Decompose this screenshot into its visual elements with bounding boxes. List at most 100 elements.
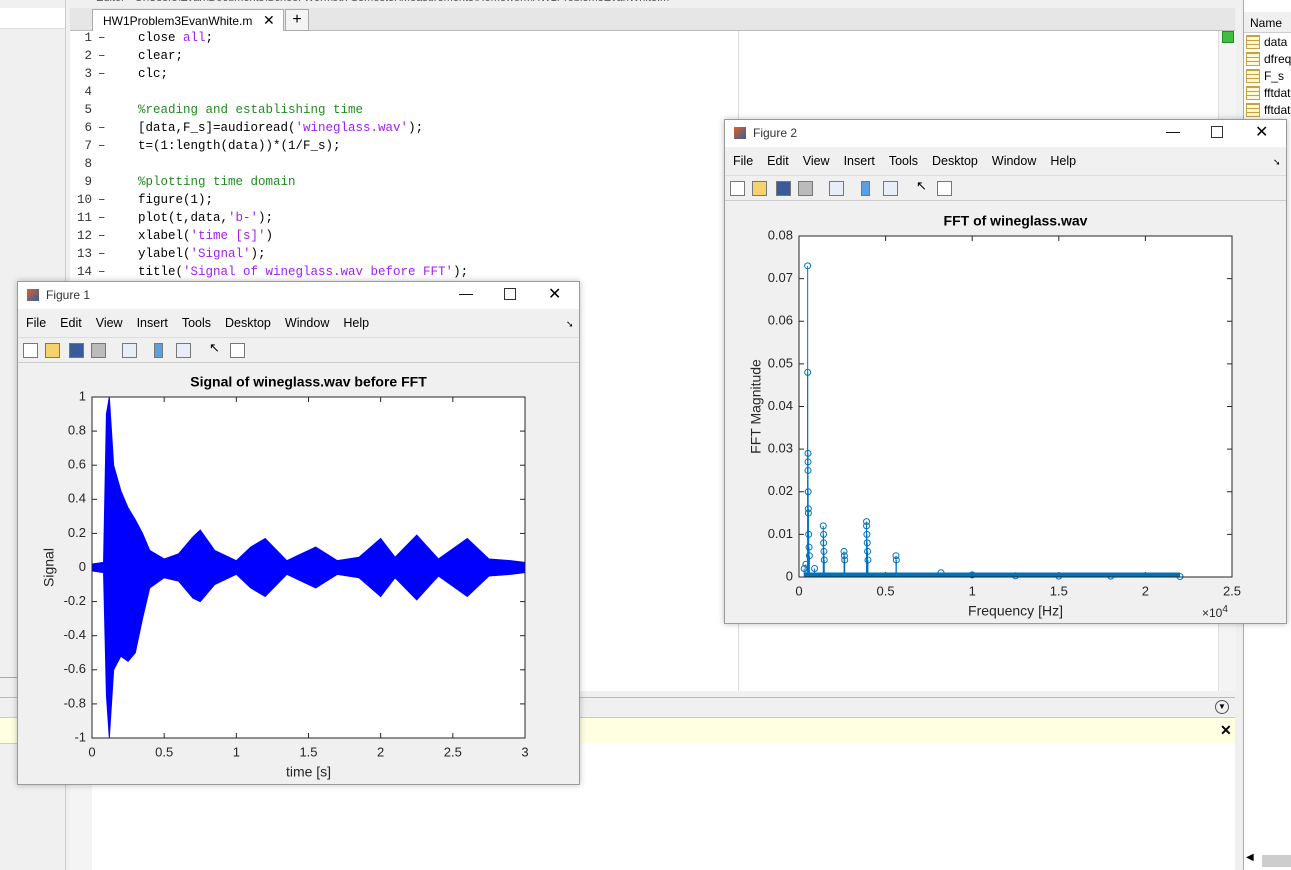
y-tick-label: 0 (786, 568, 793, 583)
tool-colorbar[interactable] (154, 343, 163, 358)
tool-print[interactable] (91, 343, 106, 358)
workspace-item[interactable]: fftdat (1246, 102, 1291, 118)
variable-icon (1246, 86, 1260, 100)
tool-open[interactable] (45, 343, 60, 358)
code-line: [data,F_s]=audioread('wineglass.wav'); (138, 121, 423, 135)
tool-open[interactable] (752, 181, 767, 196)
workspace-item[interactable]: F_s (1246, 68, 1291, 84)
tool-pointer[interactable]: ↖ (209, 340, 220, 355)
menu-item[interactable]: Help (343, 316, 370, 330)
menu-bar: File Edit View Insert Tools Desktop Window Help (24, 316, 381, 330)
x-multiplier: ×104 (1202, 604, 1228, 621)
menu-item[interactable]: Edit (60, 316, 82, 330)
chart: Signal of wineglass.wav before FFT time [… (41, 374, 529, 780)
line-marker: – (98, 121, 106, 135)
close[interactable]: ✕ (548, 286, 562, 303)
stem-marker (864, 556, 872, 564)
minimize[interactable]: — (1166, 123, 1180, 139)
workspace-item[interactable]: data (1246, 34, 1291, 50)
tool-property[interactable] (230, 343, 245, 358)
menu-item[interactable]: Tools (181, 316, 212, 330)
code-token: clear; (138, 49, 184, 63)
code-line: %plotting time domain (138, 175, 296, 189)
menu-item[interactable]: Tools (888, 154, 919, 168)
axes-box (798, 235, 1233, 578)
editor-title: Editor - C:\Users\Evan\Documents\School … (96, 0, 669, 4)
line-number: 1 (84, 31, 92, 45)
menu-item[interactable]: View (95, 316, 123, 330)
code-token: [data,F_s]=audioread( (138, 121, 296, 135)
menu-item[interactable]: Window (991, 154, 1037, 168)
workspace-item[interactable]: dfreq (1246, 51, 1291, 67)
new-tab[interactable]: + (285, 9, 309, 31)
tool-legend[interactable] (883, 181, 898, 196)
stem-marker (863, 530, 871, 538)
line-number: 2 (84, 49, 92, 63)
menu-item[interactable]: Desktop (225, 316, 271, 330)
notice-close[interactable]: ✕ (1220, 722, 1232, 738)
code-token: clc; (138, 67, 169, 81)
scroll-left[interactable]: ◀ (1246, 852, 1254, 863)
tab-bar: HW1Problem3EvanWhite.m ✕ + (70, 8, 1235, 31)
tool-save[interactable] (776, 181, 791, 196)
tool-colorbar[interactable] (861, 181, 870, 196)
menu-item[interactable]: Insert (843, 154, 875, 168)
close[interactable]: ✕ (1255, 124, 1269, 141)
panel-header (0, 8, 65, 29)
menu-item[interactable]: Desktop (932, 154, 978, 168)
x-tick-label: 1.5 (299, 744, 317, 759)
menu-item[interactable]: Window (284, 316, 330, 330)
workspace-item[interactable]: fftdat (1246, 85, 1291, 101)
menu-bar: File Edit View Insert Tools Desktop Window Help (731, 154, 1088, 168)
tool-property[interactable] (937, 181, 952, 196)
y-tick-label: 0.04 (768, 398, 793, 413)
menu-arrow[interactable]: ➘ (1273, 157, 1281, 167)
tool-pointer[interactable]: ↖ (916, 178, 927, 193)
tool-save[interactable] (69, 343, 84, 358)
menu-item[interactable]: Insert (136, 316, 168, 330)
menu-arrow[interactable]: ➘ (566, 319, 574, 329)
code-token: ); (250, 247, 266, 261)
editor-tab[interactable]: HW1Problem3EvanWhite.m ✕ (92, 9, 284, 31)
code-token: 'wineglass.wav' (295, 121, 409, 135)
minimize[interactable]: — (459, 285, 473, 301)
stem-marker (804, 458, 812, 466)
workspace-items: data dfreq F_s fftdat fftdat (1244, 34, 1291, 154)
collapse-button[interactable]: ▼ (1215, 700, 1229, 714)
tool-legend[interactable] (176, 343, 191, 358)
code-token: ; (205, 31, 214, 45)
tool-new[interactable] (730, 181, 745, 196)
tab-close[interactable]: ✕ (263, 12, 275, 28)
tool-new[interactable] (23, 343, 38, 358)
line-marker: – (98, 247, 106, 261)
menu-item[interactable]: File (733, 154, 754, 168)
code-line: title('Signal of wineglass.wav before FF… (138, 265, 468, 279)
variable-icon (1246, 52, 1260, 66)
tool-print[interactable] (798, 181, 813, 196)
menu-item[interactable]: Help (1050, 154, 1077, 168)
stem-marker (841, 556, 849, 564)
window-title: Figure 1 (46, 288, 91, 302)
stem-marker (863, 522, 871, 530)
code-token: 'Signal' (190, 247, 251, 261)
menu-item[interactable]: Edit (767, 154, 789, 168)
code-token: ); (453, 265, 469, 279)
maximize[interactable] (504, 288, 516, 300)
tool-link[interactable] (122, 343, 137, 358)
column-header[interactable]: Name (1250, 16, 1283, 30)
x-tick-label: 0 (88, 744, 95, 759)
stem-marker (892, 552, 900, 560)
tool-link[interactable] (829, 181, 844, 196)
menu-item[interactable]: File (26, 316, 47, 330)
line-marker: – (98, 49, 106, 63)
line-number: 11 (76, 211, 92, 225)
menu-item[interactable]: View (802, 154, 830, 168)
y-tick-label: -0.4 (64, 627, 86, 642)
stem-marker (864, 547, 872, 555)
stem-marker (820, 556, 828, 564)
figure-window: Figure 1 — ✕ File Edit View Insert Tools Desk… (17, 281, 580, 785)
maximize[interactable] (1211, 126, 1223, 138)
y-tick-label: 0.4 (68, 491, 86, 506)
code-token: ) (265, 229, 274, 243)
plot-area (799, 236, 1232, 577)
